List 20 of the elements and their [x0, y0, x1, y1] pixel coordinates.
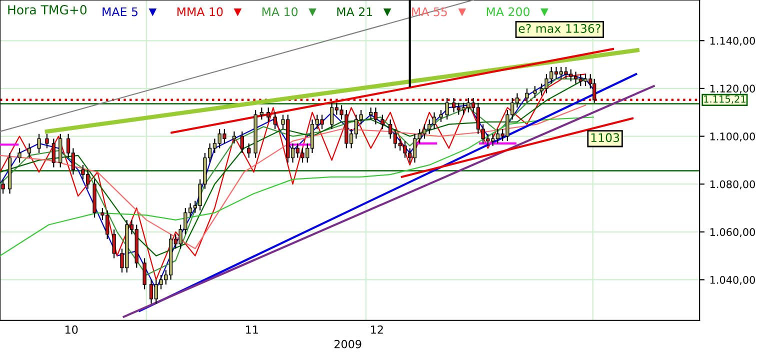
annotation: e? max 1136? [518, 24, 600, 33]
ref-line-label: 1.115,21 [704, 95, 746, 104]
x-tick-label: 12 [371, 325, 383, 334]
y-tick-label: 1.100,00 [710, 132, 755, 142]
y-tick-label: 1.140,00 [710, 36, 755, 46]
text: 2009 [334, 340, 362, 348]
y-tick-label: 1.040,00 [710, 276, 755, 285]
legend-label: MA 200 [486, 7, 530, 16]
x-tick-label: 11 [246, 326, 258, 334]
legend-label: MA 55 [412, 7, 447, 16]
annotation: 1103 [591, 133, 620, 142]
y-tick-label: 1.080,00 [710, 180, 755, 190]
x-tick-label: 10 [66, 325, 78, 334]
legend-label: MAE 5 [102, 7, 138, 16]
legend-label: MMA 10 [177, 7, 223, 16]
legend-label: MA 10 [262, 7, 298, 16]
legend-label: MA 21 [337, 7, 372, 16]
chart-title: Hora TMG+0 [8, 5, 87, 14]
y-tick-label: 1.060,00 [710, 228, 755, 238]
y-tick-label: 1.120,00 [710, 84, 755, 94]
